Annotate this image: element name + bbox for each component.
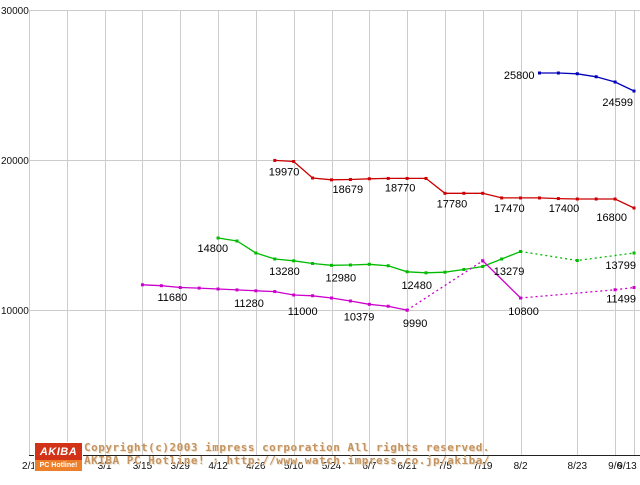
series-red bbox=[273, 158, 636, 210]
svg-text:19970: 19970 bbox=[269, 166, 300, 178]
svg-text:9990: 9990 bbox=[403, 318, 427, 330]
copyright-watermark: Copyright(c)2003 impress corporation All… bbox=[84, 441, 490, 454]
svg-text:11680: 11680 bbox=[157, 292, 187, 304]
svg-text:17470: 17470 bbox=[494, 203, 525, 215]
svg-text:24599: 24599 bbox=[602, 97, 633, 109]
y-tick-labels: 30000 20000 10000 bbox=[1, 6, 29, 317]
svg-text:11280: 11280 bbox=[234, 298, 264, 310]
svg-text:10379: 10379 bbox=[344, 311, 375, 323]
svg-text:17780: 17780 bbox=[437, 198, 468, 210]
svg-text:10800: 10800 bbox=[508, 306, 539, 318]
svg-text:18770: 18770 bbox=[385, 182, 416, 194]
svg-text:3/15: 3/15 bbox=[133, 461, 153, 472]
svg-text:12980: 12980 bbox=[326, 272, 357, 284]
svg-text:30000: 30000 bbox=[1, 6, 29, 17]
svg-text:4/12: 4/12 bbox=[208, 461, 228, 472]
svg-text:9/6: 9/6 bbox=[608, 461, 622, 472]
svg-text:7/5: 7/5 bbox=[438, 461, 452, 472]
svg-text:8/2: 8/2 bbox=[514, 461, 528, 472]
svg-text:18679: 18679 bbox=[333, 184, 364, 196]
svg-text:6/7: 6/7 bbox=[362, 461, 376, 472]
svg-text:25800: 25800 bbox=[504, 70, 535, 82]
svg-text:3/1: 3/1 bbox=[98, 461, 112, 472]
svg-text:5/24: 5/24 bbox=[322, 461, 342, 472]
svg-text:8/23: 8/23 bbox=[568, 461, 588, 472]
svg-text:13280: 13280 bbox=[269, 266, 300, 278]
series-magenta bbox=[140, 259, 636, 312]
svg-text:12480: 12480 bbox=[401, 280, 432, 292]
akiba-logo-text: AKIBA bbox=[35, 443, 82, 460]
svg-text:4/26: 4/26 bbox=[246, 461, 266, 472]
svg-text:13799: 13799 bbox=[605, 260, 636, 272]
svg-text:7/19: 7/19 bbox=[473, 461, 493, 472]
gridlines bbox=[29, 10, 640, 455]
svg-text:17400: 17400 bbox=[549, 203, 580, 215]
svg-text:6/21: 6/21 bbox=[397, 461, 417, 472]
url-watermark: AKIBA PC Hotline! : http://www.watch.imp… bbox=[84, 454, 490, 467]
svg-text:14800: 14800 bbox=[197, 243, 228, 255]
value-labels: 25800 24599 19970 18679 18770 17780 17470 17400… bbox=[157, 70, 636, 330]
svg-text:13279: 13279 bbox=[494, 266, 525, 278]
svg-text:16800: 16800 bbox=[596, 212, 627, 224]
pc-hotline-logo-text: PC Hotline! bbox=[35, 460, 82, 471]
svg-text:3/29: 3/29 bbox=[171, 461, 191, 472]
svg-text:2/1: 2/1 bbox=[22, 461, 36, 472]
svg-text:11000: 11000 bbox=[288, 306, 318, 318]
akiba-pc-hotline-logo: AKIBA PC Hotline! bbox=[35, 443, 82, 471]
svg-text:10000: 10000 bbox=[1, 306, 29, 317]
svg-text:20000: 20000 bbox=[1, 156, 29, 167]
svg-text:5/10: 5/10 bbox=[284, 461, 304, 472]
series-blue bbox=[537, 71, 636, 93]
svg-text:9/13: 9/13 bbox=[617, 461, 637, 472]
svg-text:11499: 11499 bbox=[606, 294, 636, 306]
